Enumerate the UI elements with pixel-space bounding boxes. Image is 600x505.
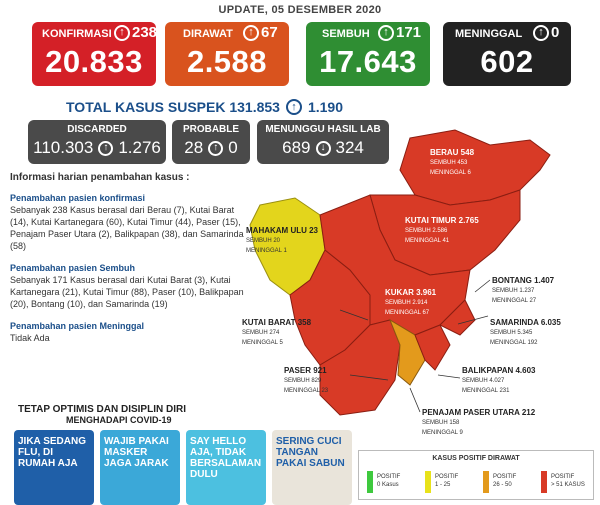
stat-delta: ↑ 67	[243, 24, 278, 41]
stat-dirawat: DIRAWAT ↑ 67 2.588	[165, 22, 289, 86]
arrow-up-icon: ↑	[243, 24, 259, 41]
arrow-up-icon: ↑	[285, 99, 302, 115]
region-berau	[399, 129, 551, 206]
arrow-up-icon: ↑	[533, 24, 549, 41]
poster-say-hello: SAY HELLO AJA, TIDAK BERSALAMAN DULU	[186, 430, 266, 505]
arrow-up-icon: ↑	[208, 140, 224, 156]
sembuh-title: Penambahan pasien Sembuh	[10, 263, 136, 273]
arrow-up-icon: ↑	[98, 140, 114, 156]
update-date: UPDATE, 05 DESEMBER 2020	[218, 4, 382, 16]
stat-label: DIRAWAT	[183, 28, 233, 40]
info-heading: Informasi harian penambahan kasus :	[10, 172, 190, 183]
map-shape	[249, 129, 551, 416]
legend-item-orange: POSITIF 26 - 50	[477, 469, 533, 497]
label-paser: PASER 921 SEMBUH 829 MENINGGAL 23	[284, 366, 329, 394]
label-ppu: PENAJAM PASER UTARA 212	[422, 408, 536, 417]
stat-label: MENINGGAL	[455, 28, 523, 40]
label-balikpapan: BALIKPAPAN 4.603 SEMBUH 4.027 MENINGGAL 23…	[462, 366, 536, 394]
stat-meninggal: MENINGGAL ↑ 0 602	[443, 22, 571, 86]
label-kutai-timur: KUTAI TIMUR 2.765 SEMBUH 2.586 MENINGGAL 4…	[405, 216, 479, 244]
arrow-up-icon: ↑	[114, 24, 130, 41]
arrow-up-icon: ↑	[378, 24, 394, 41]
label-berau: BERAU 548 SEMBUH 453 MENINGGAL 6	[430, 148, 475, 176]
stat-value: 2.588	[186, 44, 268, 79]
poster-cuci-tangan: SERING CUCI TANGAN PAKAI SABUN	[272, 430, 352, 505]
label-kutai-barat: KUTAI BARAT 358 SEMBUH 274 MENINGGAL 5	[242, 318, 312, 346]
stat-konfirmasi: KONFIRMASI ↑ 238 20.833	[32, 22, 157, 86]
konfirmasi-text: Sebanyak 238 Kasus berasal dari Berau (7…	[10, 205, 244, 251]
arrow-down-icon: ↓	[315, 140, 331, 156]
map-legend: KASUS POSITIF DIRAWAT POSITIF 0 Kasus POS…	[358, 450, 594, 500]
stat-sembuh: SEMBUH ↑ 171 17.643	[306, 22, 430, 86]
legend-item-green: POSITIF 0 Kasus	[361, 469, 417, 497]
stat-delta: ↑ 238	[114, 24, 157, 41]
menunggu-lab-box: MENUNGGU HASIL LAB 689 ↓ 324	[257, 120, 389, 164]
meninggal-text: Tidak Ada	[10, 333, 50, 343]
optimis-heading: TETAP OPTIMIS DAN DISIPLIN DIRI MENGHADA…	[18, 404, 186, 425]
konfirmasi-title: Penambahan pasien konfirmasi	[10, 193, 146, 203]
poster-flu: JIKA SEDANG FLU, DI RUMAH AJA	[14, 430, 94, 505]
meninggal-title: Penambahan pasien Meninggal	[10, 321, 145, 331]
label-ppu-detail: SEMBUH 158 MENINGGAL 9	[422, 420, 463, 436]
label-samarinda: SAMARINDA 6.035 SEMBUH 5.345 MENINGGAL 192	[490, 318, 561, 346]
region-balikpapan	[414, 324, 451, 371]
legend-title: KASUS POSITIF DIRAWAT	[432, 455, 520, 462]
info-panel: Informasi harian penambahan kasus : Pena…	[10, 172, 245, 354]
legend-item-yellow: POSITIF 1 - 25	[419, 469, 475, 497]
sembuh-text: Sebanyak 171 Kasus berasal dari Kutai Ba…	[10, 275, 244, 309]
map-kaltim: BERAU 548 SEMBUH 453 MENINGGAL 6 KUTAI TIM…	[220, 120, 600, 420]
stat-delta: ↑ 0	[533, 24, 559, 41]
stat-label: SEMBUH	[322, 28, 370, 40]
region-samarinda	[439, 299, 476, 336]
label-kukar: KUKAR 3.961 SEMBUH 2.914 MENINGGAL 67	[385, 288, 437, 316]
region-paser	[319, 319, 401, 416]
discarded-box: DISCARDED 110.303 ↑ 1.276	[28, 120, 166, 164]
label-mahakam-ulu: MAHAKAM ULU 23 SEMBUH 20 MENINGGAL 1	[246, 226, 318, 254]
stat-value: 602	[480, 44, 534, 79]
top-bar: UPDATE, 05 DESEMBER 2020	[0, 0, 600, 22]
total-suspek: TOTAL KASUS SUSPEK 131.853 ↑ 1.190	[66, 99, 344, 115]
stat-label: KONFIRMASI	[42, 28, 112, 40]
stat-value: 17.643	[319, 44, 417, 79]
label-bontang: BONTANG 1.407 SEMBUH 1.237 MENINGGAL 27	[492, 276, 555, 304]
legend-item-red: POSITIF > 51 KASUS	[535, 469, 591, 497]
probable-box: PROBABLE 28 ↑ 0	[172, 120, 250, 164]
poster-masker: WAJIB PAKAI MASKER JAGA JARAK	[100, 430, 180, 505]
stat-value: 20.833	[45, 44, 143, 79]
stat-delta: ↑ 171	[378, 24, 421, 41]
